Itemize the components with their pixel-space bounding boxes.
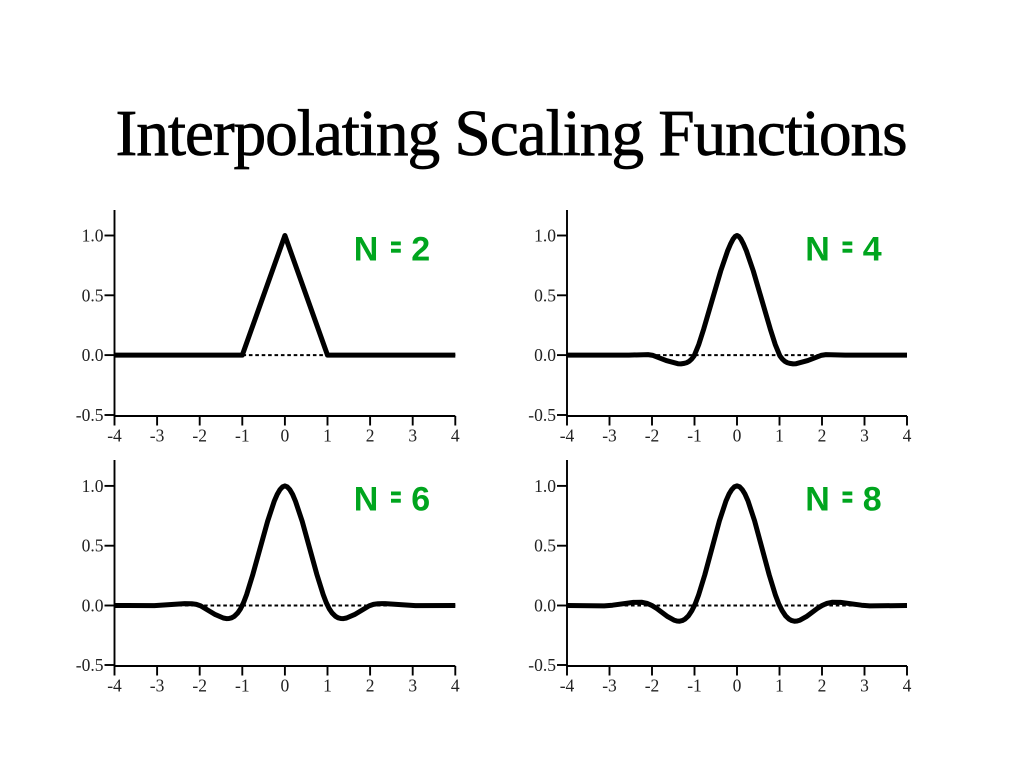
svg-text:2: 2 [366, 676, 375, 696]
svg-text:-0.5: -0.5 [528, 655, 556, 675]
svg-text:1.0: 1.0 [534, 226, 556, 246]
svg-text:4: 4 [451, 676, 460, 696]
svg-text:2: 2 [411, 231, 430, 269]
svg-text:-3: -3 [150, 676, 165, 696]
svg-text:-1: -1 [235, 426, 250, 446]
svg-text:1: 1 [775, 676, 784, 696]
svg-text:Interpolating Scaling Function: Interpolating Scaling Functions [116, 98, 907, 170]
svg-text:N: N [354, 481, 379, 519]
svg-text:2: 2 [818, 676, 827, 696]
svg-text:-0.5: -0.5 [528, 405, 556, 425]
svg-text:-4: -4 [107, 426, 122, 446]
svg-text:3: 3 [408, 676, 417, 696]
svg-text:6: 6 [411, 481, 430, 519]
svg-text:-1: -1 [687, 426, 702, 446]
svg-text:3: 3 [408, 426, 417, 446]
svg-text:-4: -4 [560, 426, 575, 446]
svg-text:1.0: 1.0 [82, 476, 104, 496]
svg-text:1: 1 [775, 426, 784, 446]
svg-text:-2: -2 [645, 676, 660, 696]
svg-text:N: N [805, 231, 830, 269]
svg-text:8: 8 [863, 481, 882, 519]
svg-text:-2: -2 [192, 426, 207, 446]
svg-text:N: N [805, 481, 830, 519]
svg-text:1.0: 1.0 [82, 226, 104, 246]
svg-text:3: 3 [860, 676, 869, 696]
svg-text:0.0: 0.0 [82, 596, 104, 616]
svg-text:-2: -2 [645, 426, 660, 446]
svg-text:-1: -1 [687, 676, 702, 696]
svg-text:-3: -3 [602, 426, 617, 446]
svg-text:-1: -1 [235, 676, 250, 696]
svg-text:N: N [354, 231, 379, 269]
svg-text:0.5: 0.5 [534, 536, 556, 556]
svg-text:0.0: 0.0 [534, 596, 556, 616]
svg-text:4: 4 [863, 231, 882, 269]
svg-text:-4: -4 [560, 676, 575, 696]
svg-text:0.0: 0.0 [82, 345, 104, 365]
svg-text:0.5: 0.5 [534, 285, 556, 305]
svg-text:2: 2 [818, 426, 827, 446]
svg-text:3: 3 [860, 426, 869, 446]
svg-text:0: 0 [733, 676, 742, 696]
svg-text:4: 4 [451, 426, 460, 446]
svg-text:1: 1 [323, 426, 332, 446]
svg-text:0.5: 0.5 [82, 536, 104, 556]
svg-text:0: 0 [281, 676, 290, 696]
svg-text:0.0: 0.0 [534, 345, 556, 365]
svg-text:-2: -2 [192, 676, 207, 696]
svg-text:0.5: 0.5 [82, 285, 104, 305]
svg-text:4: 4 [903, 426, 912, 446]
svg-text:4: 4 [903, 676, 912, 696]
svg-text:-3: -3 [150, 426, 165, 446]
svg-text:0: 0 [733, 426, 742, 446]
svg-text:-0.5: -0.5 [76, 655, 104, 675]
svg-text:0: 0 [281, 426, 290, 446]
svg-text:1.0: 1.0 [534, 476, 556, 496]
svg-text:-4: -4 [107, 676, 122, 696]
svg-text:-3: -3 [602, 676, 617, 696]
svg-text:-0.5: -0.5 [76, 405, 104, 425]
svg-text:1: 1 [323, 676, 332, 696]
svg-text:2: 2 [366, 426, 375, 446]
